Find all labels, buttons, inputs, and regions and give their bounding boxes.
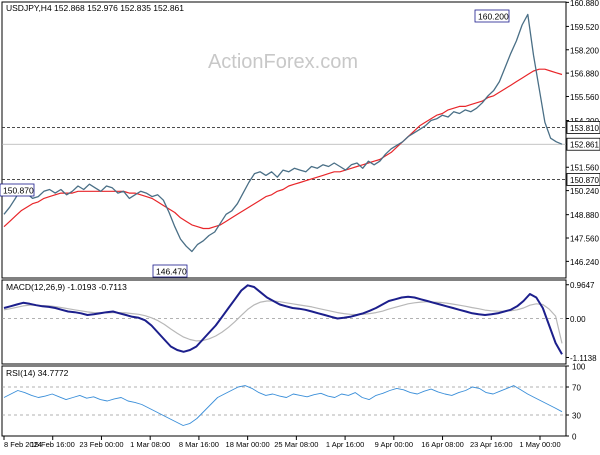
current-price-box xyxy=(566,137,600,151)
price-y-tick-label: 155.560 xyxy=(570,93,599,102)
low-annotation-label: 146.470 xyxy=(156,267,187,277)
level-153810-box xyxy=(566,121,600,134)
x-tick-label: 1 Apr 16:00 xyxy=(326,440,364,449)
low-annotation-box xyxy=(152,264,188,278)
rsi-y-tick-label: 30 xyxy=(572,412,581,421)
x-tick-label: 15 Feb 16:00 xyxy=(31,440,75,449)
macd-signal-line xyxy=(3,300,563,344)
x-tick-label: 9 Apr 00:00 xyxy=(375,440,413,449)
rsi-y-tick-label: 70 xyxy=(572,384,581,393)
x-tick-label: 25 Mar 08:00 xyxy=(274,440,318,449)
level-153810-box-label: 153.810 xyxy=(570,124,599,133)
rsi-y-tick-label: 0 xyxy=(572,433,577,442)
left-level-annotation-box xyxy=(0,183,35,197)
rsi-line xyxy=(3,385,563,426)
x-tick-label: 18 Mar 00:00 xyxy=(226,440,270,449)
panel-frame-rsi xyxy=(1,365,567,437)
price-line xyxy=(3,13,563,253)
price-y-tick-label: 160.880 xyxy=(570,0,599,8)
price-y-tick-label: 158.200 xyxy=(570,46,599,55)
level-150870-box xyxy=(566,173,600,186)
price-y-tick-label: 146.240 xyxy=(570,258,599,267)
chart-title: USDJPY,H4 152.868 152.976 152.835 152.86… xyxy=(6,3,184,13)
x-tick-label: 16 Apr 08:00 xyxy=(421,440,464,449)
x-tick-label: 1 Mar 08:00 xyxy=(130,440,170,449)
price-y-tick-label: 152.861 xyxy=(570,141,599,150)
price-y-tick-label: 150.240 xyxy=(570,187,599,196)
price-y-tick-label: 147.560 xyxy=(570,235,599,244)
moving-average-line xyxy=(3,68,563,230)
high-annotation-box xyxy=(474,9,510,23)
left-level-annotation-label: 150.870 xyxy=(3,186,34,196)
panel-frame-price xyxy=(1,1,567,279)
x-tick-label: 23 Apr 16:00 xyxy=(470,440,513,449)
x-tick-label: 8 Mar 16:00 xyxy=(179,440,219,449)
macd-y-tick-label: 0.00 xyxy=(570,315,586,324)
macd-y-tick-label: 0.9647 xyxy=(570,281,595,290)
price-y-tick-label: 156.880 xyxy=(570,70,599,79)
panel-frame-macd xyxy=(1,279,567,365)
rsi-title: RSI(14) 34.7772 xyxy=(6,368,69,378)
macd-title: MACD(12,26,9) -1.0193 -0.7113 xyxy=(6,282,127,292)
price-y-tick-label: 159.520 xyxy=(570,23,599,32)
level-150870-box-label: 150.870 xyxy=(570,176,599,185)
x-tick-label: 1 May 00:00 xyxy=(519,440,560,449)
watermark: ActionForex.com xyxy=(208,51,358,73)
high-annotation-label: 160.200 xyxy=(478,12,509,22)
price-y-tick-label: 148.880 xyxy=(570,211,599,220)
x-tick-label: 8 Feb 2024 xyxy=(4,440,42,449)
x-tick-label: 23 Feb 00:00 xyxy=(79,440,123,449)
macd-y-tick-label: -1.1138 xyxy=(570,354,597,363)
rsi-y-tick-label: 100 xyxy=(572,363,586,372)
price-y-tick-label: 151.560 xyxy=(570,164,599,173)
macd-line xyxy=(3,284,563,355)
